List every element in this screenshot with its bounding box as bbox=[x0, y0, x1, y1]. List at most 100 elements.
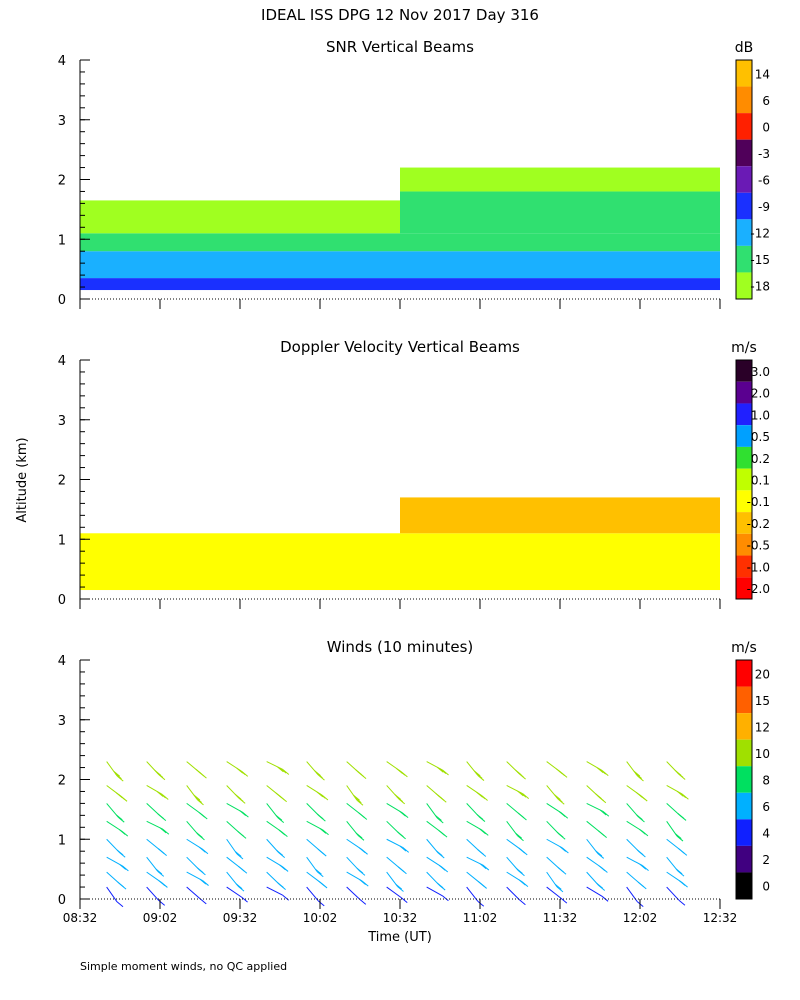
x-tick-label: 08:32 bbox=[63, 911, 98, 925]
wind-barb-flag bbox=[358, 847, 366, 854]
footnote: Simple moment winds, no QC applied bbox=[80, 960, 287, 973]
y-tick-label: 2 bbox=[58, 474, 66, 489]
wind-barb-flag bbox=[519, 791, 527, 798]
wind-barb-flag bbox=[396, 768, 403, 774]
wind-barb-flag bbox=[677, 870, 685, 877]
wind-barb-flag bbox=[316, 871, 324, 878]
colorbar-label: -12 bbox=[750, 227, 770, 241]
wind-barb-flag bbox=[595, 793, 602, 800]
wind-barb-flag bbox=[515, 832, 523, 839]
y-tick-label: 3 bbox=[58, 414, 66, 429]
colorbar-swatch bbox=[736, 512, 752, 534]
wind-barb-flag bbox=[155, 868, 163, 875]
wind-barb-flag bbox=[559, 846, 567, 852]
colorbar-label: 6 bbox=[762, 94, 770, 108]
wind-barb-flag bbox=[199, 846, 206, 853]
wind-barb-flag bbox=[118, 829, 126, 835]
wind-barb-flag bbox=[394, 794, 402, 800]
wind-barb-flag bbox=[676, 835, 684, 842]
wind-barb-flag bbox=[158, 848, 165, 855]
colorbar-swatch bbox=[736, 555, 752, 578]
colorbar-swatch bbox=[736, 446, 752, 469]
colorbar-swatch bbox=[736, 425, 752, 447]
wind-barb-flag bbox=[636, 814, 643, 821]
wind-barb-flag bbox=[116, 901, 124, 908]
colorbar-swatch bbox=[736, 219, 752, 246]
colorbar-swatch bbox=[736, 845, 752, 873]
colorbar-label: -2.0 bbox=[747, 582, 770, 596]
wind-barb bbox=[426, 856, 443, 868]
wind-barb-flag bbox=[602, 810, 610, 817]
wind-barb-flag bbox=[436, 817, 444, 824]
wind-barb-flag bbox=[517, 790, 524, 797]
wind-barb-flag bbox=[356, 799, 364, 806]
wind-barb-flag bbox=[316, 813, 324, 820]
colorbar-swatch bbox=[736, 86, 752, 114]
wind-barb-flag bbox=[475, 772, 483, 779]
wind-barb-flag bbox=[356, 867, 364, 874]
wind-barb-flag bbox=[678, 880, 686, 886]
velocity-colorbar-units: m/s bbox=[731, 340, 757, 356]
wind-barb bbox=[346, 785, 358, 801]
colorbar-swatch bbox=[736, 139, 752, 167]
colorbar-label: -3 bbox=[758, 147, 770, 161]
wind-barb-flag bbox=[275, 792, 283, 799]
colorbar-label: -0.5 bbox=[747, 539, 770, 553]
wind-barb-flag bbox=[436, 766, 444, 773]
wind-barb-flag bbox=[116, 849, 124, 856]
data-layer-5 bbox=[400, 167, 720, 192]
wind-barb-flag bbox=[316, 791, 324, 798]
wind-barb-flag bbox=[436, 882, 444, 889]
x-tick-label: 11:32 bbox=[543, 911, 578, 925]
wind-barb-flag bbox=[196, 867, 204, 874]
wind-barb-flag bbox=[241, 896, 248, 903]
wind-barb bbox=[386, 838, 403, 848]
figure-title: IDEAL ISS DPG 12 Nov 2017 Day 316 bbox=[261, 6, 539, 24]
wind-barb-flag bbox=[558, 811, 566, 817]
wind-barb-flag bbox=[278, 829, 286, 836]
colorbar-swatch bbox=[736, 713, 752, 740]
wind-barb-flag bbox=[519, 899, 526, 906]
wind-barb-flag bbox=[599, 768, 606, 775]
wind-barb-flag bbox=[556, 886, 564, 893]
wind-barb bbox=[666, 886, 680, 901]
wind-barb-flag bbox=[359, 898, 367, 905]
wind-barb bbox=[626, 856, 643, 867]
wind-barb-flag bbox=[477, 849, 484, 855]
colorbar-label: 15 bbox=[755, 694, 770, 708]
colorbar-swatch bbox=[736, 403, 752, 426]
wind-barb-flag bbox=[276, 850, 284, 856]
wind-barb-flag bbox=[554, 794, 561, 801]
wind-barb-flag bbox=[439, 768, 447, 775]
x-tick-label: 09:02 bbox=[143, 911, 178, 925]
winds-colorbar-units: m/s bbox=[731, 640, 757, 656]
colorbar-swatch bbox=[736, 192, 752, 220]
winds-plot-area: 0 1 2 3 4 08:32 09:02 09:32 10:02 10:32 11:02 11:32… bbox=[58, 654, 738, 925]
wind-barb-flag bbox=[116, 775, 124, 782]
colorbar-label: -15 bbox=[750, 253, 770, 267]
wind-barb-flag bbox=[674, 769, 682, 776]
x-tick-label: 12:02 bbox=[623, 911, 658, 925]
wind-barb-flag bbox=[317, 848, 325, 855]
wind-barb-flag bbox=[478, 881, 485, 887]
wind-barb-flag bbox=[676, 790, 684, 797]
wind-barb-flag bbox=[476, 791, 483, 798]
colorbar-label: -9 bbox=[758, 200, 770, 214]
colorbar-swatch bbox=[736, 660, 752, 687]
wind-barb-flag bbox=[636, 792, 643, 798]
wind-barb-flag bbox=[517, 835, 524, 842]
y-tick-label: 3 bbox=[58, 714, 66, 729]
wind-barb-flag bbox=[639, 863, 647, 870]
wind-barb-flag bbox=[473, 770, 481, 777]
wind-barb-flag bbox=[235, 883, 243, 890]
colorbar-swatch bbox=[736, 360, 752, 382]
wind-barb-flag bbox=[633, 770, 641, 777]
wind-barb-flag bbox=[519, 879, 526, 886]
wind-barb-flag bbox=[282, 769, 290, 775]
wind-barb-flag bbox=[318, 880, 325, 887]
snr-panel: SNR Vertical Beams dB 0 1 2 3 4 14 6 0 -3 -6 -9 -1… bbox=[58, 38, 770, 309]
wind-barb-flag bbox=[119, 864, 127, 870]
colorbar-label: -0.2 bbox=[747, 517, 770, 531]
